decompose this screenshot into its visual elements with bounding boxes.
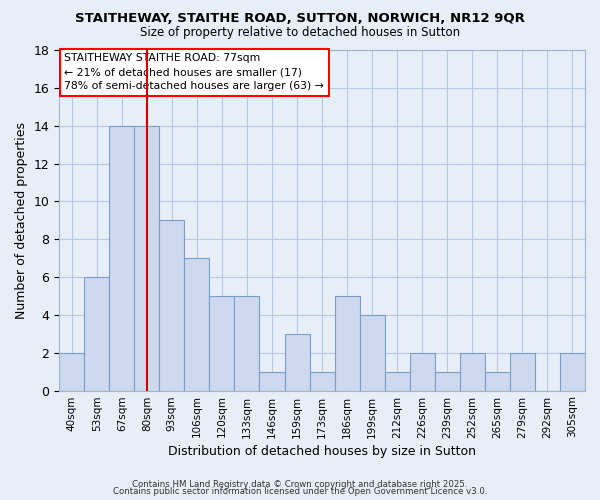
Text: Size of property relative to detached houses in Sutton: Size of property relative to detached ho…: [140, 26, 460, 39]
Text: Contains public sector information licensed under the Open Government Licence v3: Contains public sector information licen…: [113, 488, 487, 496]
Bar: [109, 126, 134, 390]
Bar: [160, 220, 184, 390]
Bar: [410, 352, 435, 391]
Bar: [385, 372, 410, 390]
Text: STAITHEWAY STAITHE ROAD: 77sqm
← 21% of detached houses are smaller (17)
78% of : STAITHEWAY STAITHE ROAD: 77sqm ← 21% of …: [64, 54, 324, 92]
Text: Contains HM Land Registry data © Crown copyright and database right 2025.: Contains HM Land Registry data © Crown c…: [132, 480, 468, 489]
Bar: [284, 334, 310, 390]
Bar: [510, 352, 535, 391]
Bar: [59, 352, 84, 391]
Bar: [560, 352, 585, 391]
Text: STAITHEWAY, STAITHE ROAD, SUTTON, NORWICH, NR12 9QR: STAITHEWAY, STAITHE ROAD, SUTTON, NORWIC…: [75, 12, 525, 26]
Bar: [460, 352, 485, 391]
Bar: [359, 315, 385, 390]
Bar: [259, 372, 284, 390]
Y-axis label: Number of detached properties: Number of detached properties: [15, 122, 28, 319]
X-axis label: Distribution of detached houses by size in Sutton: Distribution of detached houses by size …: [168, 444, 476, 458]
Bar: [310, 372, 335, 390]
Bar: [84, 277, 109, 390]
Bar: [235, 296, 259, 390]
Bar: [184, 258, 209, 390]
Bar: [134, 126, 160, 390]
Bar: [435, 372, 460, 390]
Bar: [485, 372, 510, 390]
Bar: [209, 296, 235, 390]
Bar: [335, 296, 359, 390]
